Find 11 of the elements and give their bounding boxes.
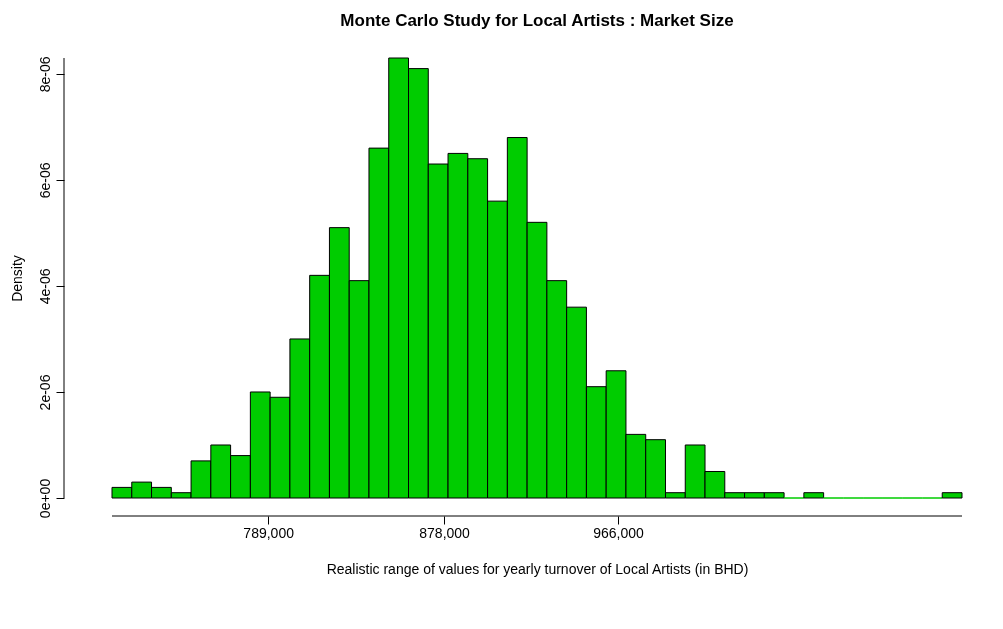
x-tick-label: 878,000 xyxy=(419,524,471,541)
y-tick-label: 0e+00 xyxy=(36,478,53,519)
y-tick-label: 2e-06 xyxy=(36,374,53,411)
y-tick-label: 4e-06 xyxy=(36,268,53,305)
x-axis-title: Realistic range of values for yearly turnover of Local Artists (in BHD) xyxy=(326,560,749,577)
y-tick-label: 8e-06 xyxy=(36,56,53,93)
y-axis-title: Density xyxy=(8,255,25,302)
y-tick-label: 6e-06 xyxy=(36,162,53,199)
x-tick-label: 966,000 xyxy=(593,524,645,541)
x-tick-label: 789,000 xyxy=(243,524,295,541)
chart-title: Monte Carlo Study for Local Artists : Market Size xyxy=(340,11,734,30)
